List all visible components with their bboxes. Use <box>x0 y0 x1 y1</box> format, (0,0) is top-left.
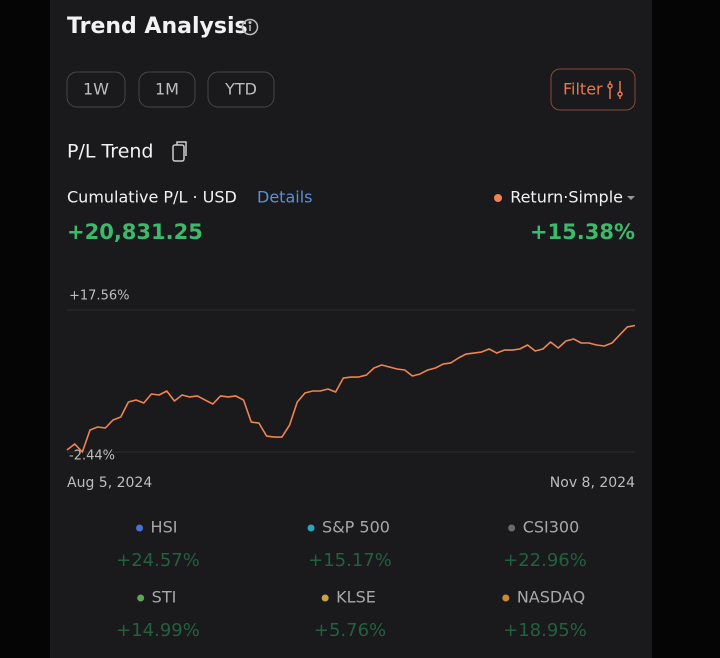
index-dot <box>508 524 516 532</box>
filter-label: Filter <box>563 80 603 99</box>
period-label: 1M <box>155 80 179 99</box>
index-dot <box>502 594 510 602</box>
details-link[interactable]: Details <box>257 188 312 207</box>
x-tick-label: Aug 5, 2024 <box>67 475 152 491</box>
index-change: +18.95% <box>503 620 587 641</box>
period-1w[interactable]: 1W <box>66 71 126 108</box>
index-change: +24.57% <box>116 550 200 571</box>
index-name: KLSE <box>336 588 376 607</box>
page-title: Trend Analysis <box>67 14 248 39</box>
index-name: NASDAQ <box>517 588 585 607</box>
index-name: HSI <box>151 518 178 537</box>
index-dot <box>136 524 144 532</box>
filter-button[interactable]: Filter <box>550 68 636 111</box>
y-tick-label: -2.44% <box>69 449 115 464</box>
copy-icon[interactable] <box>172 141 187 162</box>
index-dot <box>307 524 315 532</box>
index-change: +5.76% <box>314 620 386 641</box>
index-change: +22.96% <box>503 550 587 571</box>
index-dot <box>321 594 329 602</box>
period-ytd[interactable]: YTD <box>207 71 275 108</box>
index-name: STI <box>152 588 177 607</box>
info-icon[interactable] <box>241 18 259 36</box>
panel <box>50 0 652 658</box>
index-dot <box>137 594 145 602</box>
index-name: S&P 500 <box>322 518 390 537</box>
period-1m[interactable]: 1M <box>138 71 196 108</box>
period-label: 1W <box>83 80 109 99</box>
index-change: +15.17% <box>308 550 392 571</box>
index-name: CSI300 <box>523 518 580 537</box>
pl-value: +20,831.25 <box>67 220 203 244</box>
index-change: +14.99% <box>116 620 200 641</box>
chart: +17.56% -2.44% Aug 5, 2024 Nov 8, 2024 <box>66 289 636 491</box>
section-title: P/L Trend <box>67 141 153 163</box>
y-tick-label: +17.56% <box>69 289 129 304</box>
dropdown-arrow <box>627 196 635 200</box>
x-tick-label: Nov 8, 2024 <box>550 475 635 491</box>
period-label: YTD <box>224 80 257 99</box>
return-selector[interactable]: Return·Simple <box>510 188 623 207</box>
index-grid: HSI +24.57% S&P 500 +15.17% CSI300 +22.96% STI… <box>116 518 587 642</box>
return-value: +15.38% <box>530 220 635 244</box>
return-dot <box>494 194 502 202</box>
cumulative-label: Cumulative P/L · USD <box>67 188 237 207</box>
pl-line <box>66 324 636 453</box>
